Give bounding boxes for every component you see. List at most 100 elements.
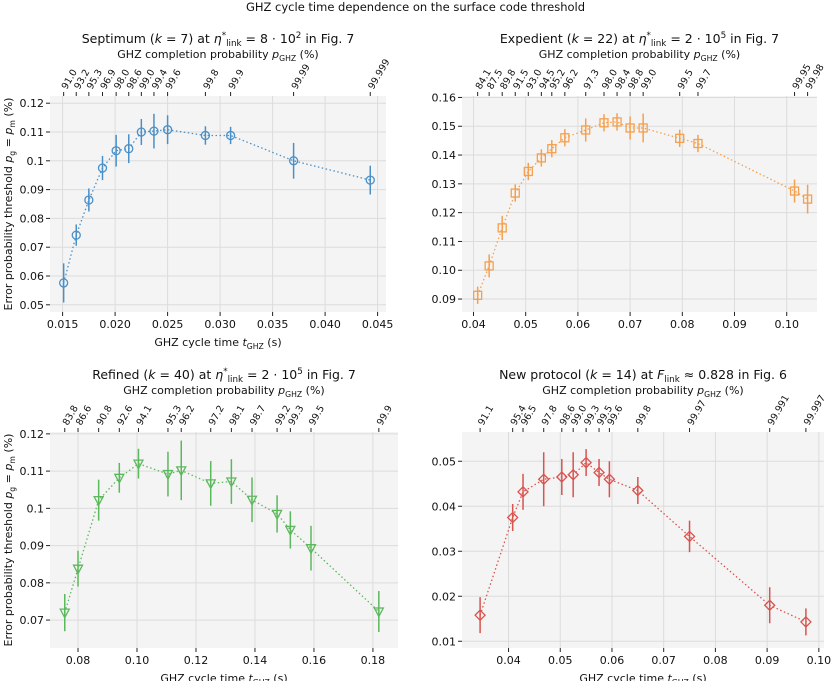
y-tick-label: 0.12 <box>432 207 457 220</box>
x-tick-label: 0.05 <box>548 654 573 667</box>
x-tick-label: 0.10 <box>807 654 831 667</box>
x-tick-label: 0.12 <box>184 654 209 667</box>
x-axis-label: GHZ cycle time tGHZ (s) <box>160 672 287 681</box>
chart-title: New protocol (k = 14) at Flink ≈ 0.828 i… <box>499 367 787 385</box>
chart-title: Expedient (k = 22) at η*link = 2 · 105 i… <box>500 31 779 49</box>
plot-area <box>462 432 824 648</box>
data-point <box>71 230 81 240</box>
x-tick-label: 0.09 <box>722 318 747 331</box>
top-tick-label: 99.9 <box>375 404 395 428</box>
data-point <box>225 130 236 141</box>
top-tick-label: 97.8 <box>540 404 560 428</box>
y-tick-label: 0.09 <box>20 184 45 197</box>
y-tick-label: 0.06 <box>20 270 45 283</box>
y-tick-label: 0.09 <box>432 293 457 306</box>
top-tick-label: 99.997 <box>802 393 828 427</box>
chart-title: Septimum (k = 7) at η*link = 8 · 102 in … <box>82 31 355 49</box>
data-point <box>789 186 800 196</box>
plot-area <box>50 96 386 312</box>
y-tick-label: 0.11 <box>20 126 45 139</box>
x-tick-label: 0.18 <box>361 654 386 667</box>
data-point <box>113 473 125 485</box>
x-tick-label: 0.06 <box>600 654 625 667</box>
series-line <box>64 462 380 613</box>
top-tick-label: 91.1 <box>476 404 496 428</box>
data-point <box>124 144 134 154</box>
data-point <box>473 290 483 300</box>
data-point <box>373 607 385 618</box>
top-tick-label: 99.8 <box>634 404 654 428</box>
x-tick-label: 0.04 <box>496 654 521 667</box>
x-tick-label: 0.07 <box>618 318 643 331</box>
data-point <box>510 188 520 198</box>
data-point <box>246 495 258 507</box>
x-tick-label: 0.14 <box>243 654 268 667</box>
y-tick-label: 0.13 <box>432 178 457 191</box>
data-point <box>225 477 237 488</box>
x-tick-label: 0.030 <box>204 318 236 331</box>
top-tick-label: 99.99 <box>290 62 313 91</box>
y-tick-label: 0.07 <box>20 614 45 627</box>
data-point <box>97 163 108 173</box>
top-tick-label: 99.9 <box>227 68 247 92</box>
chart-title: Refined (k = 40) at η*link = 2 · 105 in … <box>92 367 356 385</box>
top-tick-label: 98.1 <box>227 404 247 428</box>
y-tick-label: 0.12 <box>20 97 45 110</box>
x-axis-label: GHZ cycle time tGHZ (s) <box>579 672 706 681</box>
data-point <box>59 278 69 288</box>
data-point <box>631 484 644 497</box>
top-tick-label: 94.1 <box>135 404 155 428</box>
top-tick-label: 99.7 <box>694 68 714 92</box>
y-tick-label: 0.08 <box>20 212 45 225</box>
top-tick-label: 97.3 <box>582 68 602 92</box>
y-tick-label: 0.15 <box>432 120 457 133</box>
x-tick-label: 0.08 <box>66 654 91 667</box>
y-axis-label: Error probability threshold pg = pm (%) <box>2 98 17 311</box>
chart-panel-1: 0.015 0.020 0.025 0.030 0.035 0.040 0.045 0.05 0… <box>20 31 394 351</box>
series-line <box>477 121 808 296</box>
x-tick-label: 0.040 <box>309 318 341 331</box>
data-point <box>603 473 616 486</box>
data-point <box>763 599 776 612</box>
data-point <box>84 195 94 205</box>
top-tick-label: 99.5 <box>676 68 696 92</box>
y-tick-label: 0.07 <box>20 241 45 254</box>
y-tick-label: 0.16 <box>432 91 457 104</box>
top-axis-label: GHZ completion probability pGHZ (%) <box>542 384 743 399</box>
data-point <box>200 130 211 141</box>
data-point <box>162 469 174 481</box>
top-axis-label: GHZ completion probability pGHZ (%) <box>117 48 318 63</box>
top-tick-label: 92.6 <box>115 404 135 428</box>
x-tick-label: 0.06 <box>566 318 591 331</box>
top-axis-label: GHZ completion probability pGHZ (%) <box>123 384 324 399</box>
data-point <box>599 118 609 128</box>
data-point <box>497 223 507 233</box>
data-point <box>506 511 519 524</box>
data-point <box>205 479 217 490</box>
x-tick-label: 0.08 <box>703 654 728 667</box>
data-point <box>555 471 568 483</box>
data-point <box>625 123 635 133</box>
x-axis-label: GHZ cycle time tGHZ (s) <box>154 336 281 351</box>
x-tick-label: 0.025 <box>152 318 184 331</box>
x-tick-label: 0.16 <box>302 654 327 667</box>
figure-suptitle: GHZ cycle time dependence on the surface… <box>245 0 586 14</box>
data-point <box>365 175 375 185</box>
data-point <box>72 564 84 576</box>
data-point <box>132 459 145 471</box>
data-point <box>593 466 605 479</box>
data-point <box>284 525 296 537</box>
data-point <box>93 496 105 507</box>
y-tick-label: 0.01 <box>432 635 457 648</box>
x-tick-label: 0.035 <box>257 318 289 331</box>
data-point <box>580 456 593 469</box>
top-tick-label: 99.999 <box>366 57 392 91</box>
top-tick-label: 97.2 <box>207 404 227 428</box>
data-point <box>474 609 487 622</box>
y-tick-label: 0.09 <box>20 540 45 553</box>
data-point <box>675 133 685 143</box>
y-tick-label: 0.11 <box>432 235 457 248</box>
data-point <box>136 127 147 137</box>
top-tick-label: 99.991 <box>766 393 792 427</box>
